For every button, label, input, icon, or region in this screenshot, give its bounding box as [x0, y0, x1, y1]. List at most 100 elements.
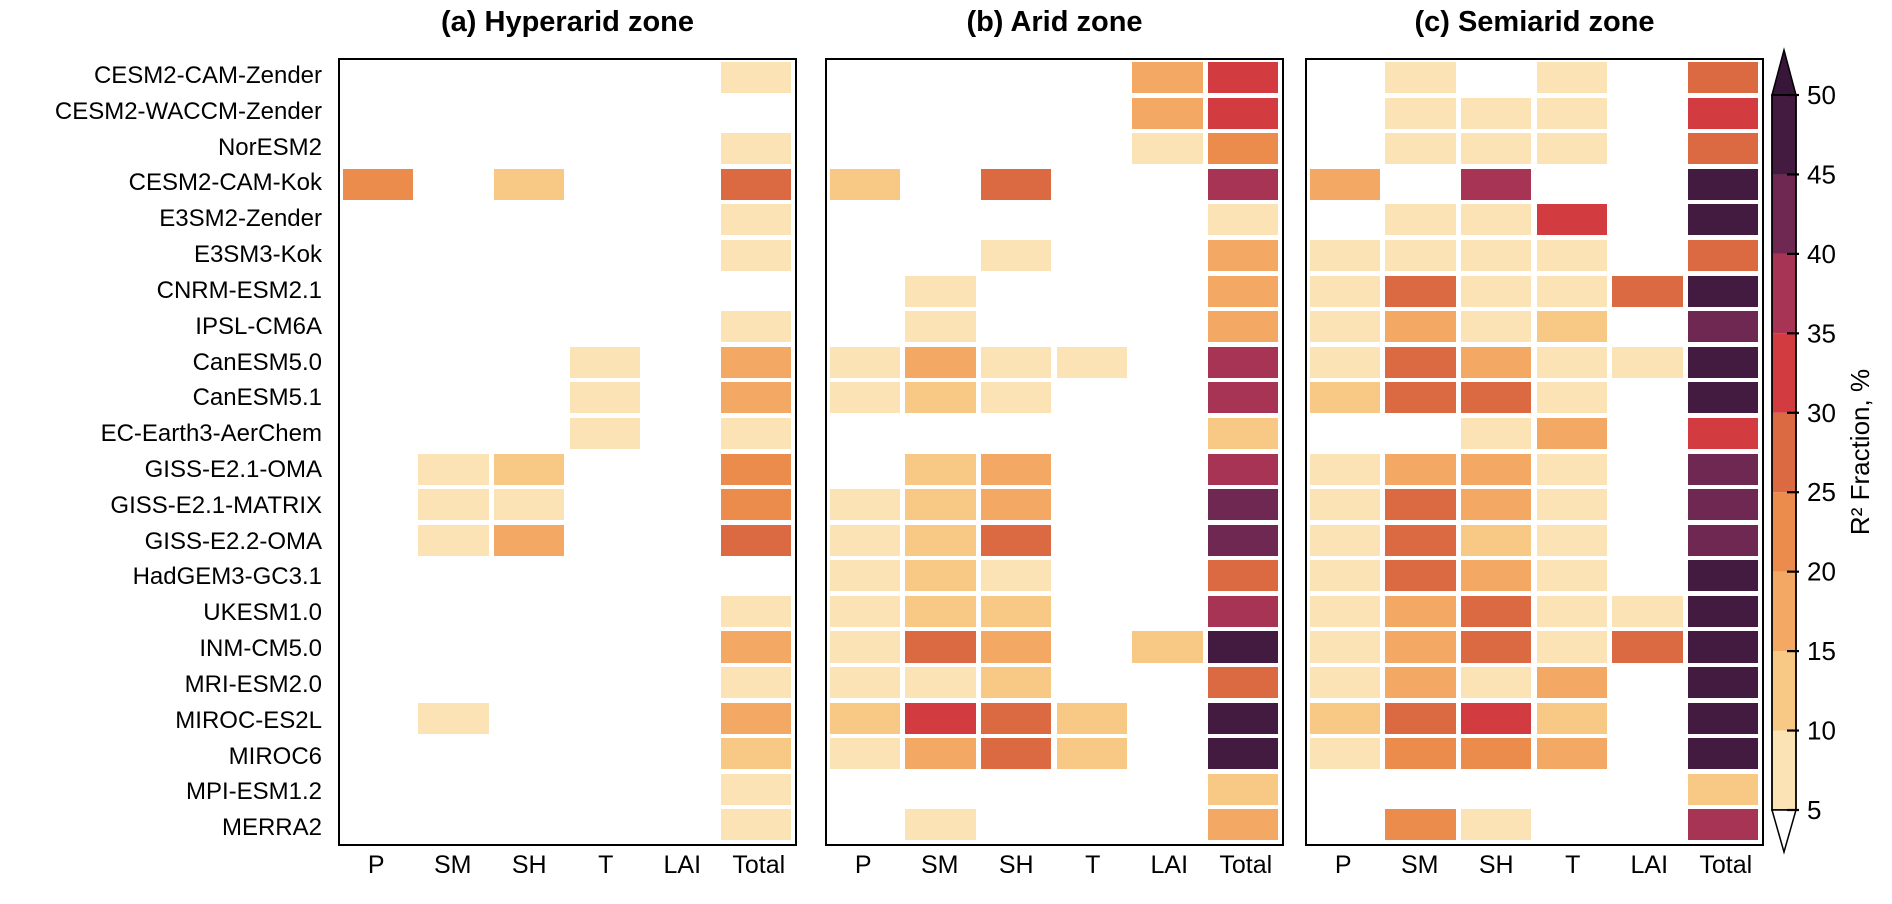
- cell-b-MRI-ESM2.0-P: [829, 667, 901, 699]
- cell-a-CanESM5.1-Total: [720, 382, 792, 414]
- cell-a-EC-Earth3-AerChem-T: [569, 417, 641, 449]
- cell-c-MIROC6-Total: [1687, 738, 1759, 770]
- colorbar-bin-25-30: [1772, 412, 1796, 493]
- heatmap-panel-arid: [825, 58, 1284, 846]
- row-label-GISS-E2.2-OMA: GISS-E2.2-OMA: [144, 527, 322, 555]
- cell-c-NorESM2-SM: [1385, 133, 1456, 165]
- column-label-a-SH: SH: [511, 851, 547, 879]
- cell-b-MIROC-ES2L-Total: [1207, 702, 1279, 734]
- cell-c-UKESM1.0-Total: [1687, 595, 1759, 627]
- cell-b-UKESM1.0-Total: [1207, 595, 1279, 627]
- cell-b-CanESM5.1-P: [829, 382, 901, 414]
- cell-c-MRI-ESM2.0-P: [1309, 667, 1381, 699]
- column-label-a-Total: Total: [732, 851, 786, 879]
- cell-b-UKESM1.0-SH: [980, 595, 1052, 627]
- model-row-labels: CESM2-CAM-Zender CESM2-WACCM-Zender NorESM…: [0, 58, 330, 846]
- cell-c-CESM2-CAM-Kok-SH: [1460, 168, 1532, 200]
- cell-a-GISS-E2.2-OMA-SM: [418, 524, 489, 556]
- row-label-UKESM1.0: UKESM1.0: [203, 599, 322, 627]
- cell-c-NorESM2-T: [1536, 133, 1608, 165]
- cell-c-CESM2-WACCM-Zender-SH: [1460, 97, 1532, 129]
- cell-a-EC-Earth3-AerChem-Total: [720, 417, 792, 449]
- cell-c-HadGEM3-GC3.1-SH: [1460, 560, 1532, 592]
- cell-c-IPSL-CM6A-P: [1309, 311, 1381, 343]
- cell-c-IPSL-CM6A-T: [1536, 311, 1608, 343]
- cell-c-GISS-E2.1-MATRIX-T: [1536, 489, 1608, 521]
- cell-c-CanESM5.1-SH: [1460, 382, 1532, 414]
- cell-a-MERRA2-Total: [720, 809, 792, 841]
- colorbar-segments: [1772, 95, 1796, 810]
- cell-c-GISS-E2.1-OMA-SM: [1385, 453, 1456, 485]
- cell-c-CanESM5.0-SH: [1460, 346, 1532, 378]
- cell-c-INM-CM5.0-P: [1309, 631, 1381, 663]
- colorbar-bin-35-40: [1772, 253, 1796, 334]
- cell-a-E3SM3-Kok-Total: [720, 239, 792, 272]
- cell-c-INM-CM5.0-SH: [1460, 631, 1532, 663]
- column-label-c-SM: SM: [1401, 851, 1439, 879]
- cell-c-CNRM-ESM2.1-SH: [1460, 275, 1532, 307]
- colorbar-bin-10-15: [1772, 651, 1796, 731]
- cell-b-CESM2-CAM-Kok-SH: [980, 168, 1052, 200]
- cell-b-CESM2-CAM-Kok-P: [829, 168, 901, 200]
- cell-a-NorESM2-Total: [720, 133, 792, 165]
- cell-a-MPI-ESM1.2-Total: [720, 773, 792, 805]
- cell-c-NorESM2-SH: [1460, 133, 1532, 165]
- cell-b-EC-Earth3-AerChem-Total: [1207, 417, 1279, 449]
- cell-c-IPSL-CM6A-SM: [1385, 311, 1456, 343]
- cell-b-NorESM2-Total: [1207, 133, 1279, 165]
- cell-c-E3SM2-Zender-Total: [1687, 204, 1759, 236]
- colorbar-tick-label-35: 35: [1807, 318, 1836, 348]
- cell-b-INM-CM5.0-P: [829, 631, 901, 663]
- row-label-GISS-E2.1-MATRIX: GISS-E2.1-MATRIX: [110, 491, 322, 519]
- cell-c-CanESM5.1-SM: [1385, 382, 1456, 414]
- row-label-EC-Earth3-AerChem: EC-Earth3-AerChem: [100, 420, 322, 448]
- cell-b-CNRM-ESM2.1-Total: [1207, 275, 1279, 307]
- cell-c-MRI-ESM2.0-SM: [1385, 667, 1456, 699]
- cell-c-CanESM5.0-Total: [1687, 346, 1759, 378]
- cell-c-HadGEM3-GC3.1-SM: [1385, 560, 1456, 592]
- colorbar-bin-15-20: [1772, 571, 1796, 652]
- cell-a-CESM2-CAM-Kok-P: [342, 168, 414, 200]
- colorbar-bin-30-35: [1772, 333, 1796, 413]
- cell-c-MERRA2-SM: [1385, 809, 1456, 841]
- cell-c-GISS-E2.1-MATRIX-Total: [1687, 489, 1759, 521]
- cell-a-E3SM2-Zender-Total: [720, 204, 792, 236]
- cell-a-CESM2-CAM-Kok-Total: [720, 168, 792, 200]
- cell-c-CNRM-ESM2.1-SM: [1385, 275, 1456, 307]
- heatmap-panel-hyperarid: [338, 58, 797, 846]
- column-label-c-LAI: LAI: [1630, 851, 1669, 879]
- cell-c-CanESM5.0-T: [1536, 346, 1608, 378]
- cell-b-GISS-E2.1-MATRIX-P: [829, 489, 901, 521]
- row-label-E3SM3-Kok: E3SM3-Kok: [193, 241, 322, 269]
- cell-c-E3SM3-Kok-Total: [1687, 239, 1759, 272]
- column-label-b-Total: Total: [1219, 851, 1273, 879]
- cell-b-HadGEM3-GC3.1-Total: [1207, 560, 1279, 592]
- cell-b-IPSL-CM6A-Total: [1207, 311, 1279, 343]
- column-label-b-LAI: LAI: [1150, 851, 1189, 879]
- row-label-E3SM2-Zender: E3SM2-Zender: [159, 205, 322, 233]
- row-label-CanESM5.1: CanESM5.1: [192, 384, 322, 412]
- column-label-a-SM: SM: [434, 851, 472, 879]
- cell-c-IPSL-CM6A-Total: [1687, 311, 1759, 343]
- cell-a-CanESM5.0-T: [569, 346, 641, 378]
- cell-c-CNRM-ESM2.1-LAI: [1612, 275, 1683, 307]
- cell-a-GISS-E2.1-MATRIX-SH: [493, 489, 565, 521]
- colorbar-tick-label-45: 45: [1807, 159, 1836, 189]
- colorbar-tick-labels: 5 10 15 20 25 30 35 40 45 50: [1807, 80, 1836, 825]
- cell-b-INM-CM5.0-SM: [905, 631, 976, 663]
- cell-c-CESM2-CAM-Kok-P: [1309, 168, 1381, 200]
- row-label-GISS-E2.1-OMA: GISS-E2.1-OMA: [144, 456, 322, 483]
- cell-c-EC-Earth3-AerChem-SH: [1460, 417, 1532, 449]
- cell-b-HadGEM3-GC3.1-P: [829, 560, 901, 592]
- cell-c-GISS-E2.1-OMA-T: [1536, 453, 1608, 485]
- cell-a-CanESM5.1-T: [569, 382, 641, 414]
- cell-c-E3SM3-Kok-P: [1309, 239, 1381, 272]
- cell-b-CESM2-CAM-Kok-Total: [1207, 168, 1279, 200]
- cell-c-CESM2-WACCM-Zender-SM: [1385, 97, 1456, 129]
- cell-b-CESM2-WACCM-Zender-Total: [1207, 97, 1279, 129]
- cell-c-GISS-E2.1-OMA-Total: [1687, 453, 1759, 485]
- cell-b-E3SM3-Kok-Total: [1207, 239, 1279, 272]
- cell-c-E3SM2-Zender-SM: [1385, 204, 1456, 236]
- colorbar-bin-40-45: [1772, 174, 1796, 254]
- cell-c-MIROC6-SH: [1460, 738, 1532, 770]
